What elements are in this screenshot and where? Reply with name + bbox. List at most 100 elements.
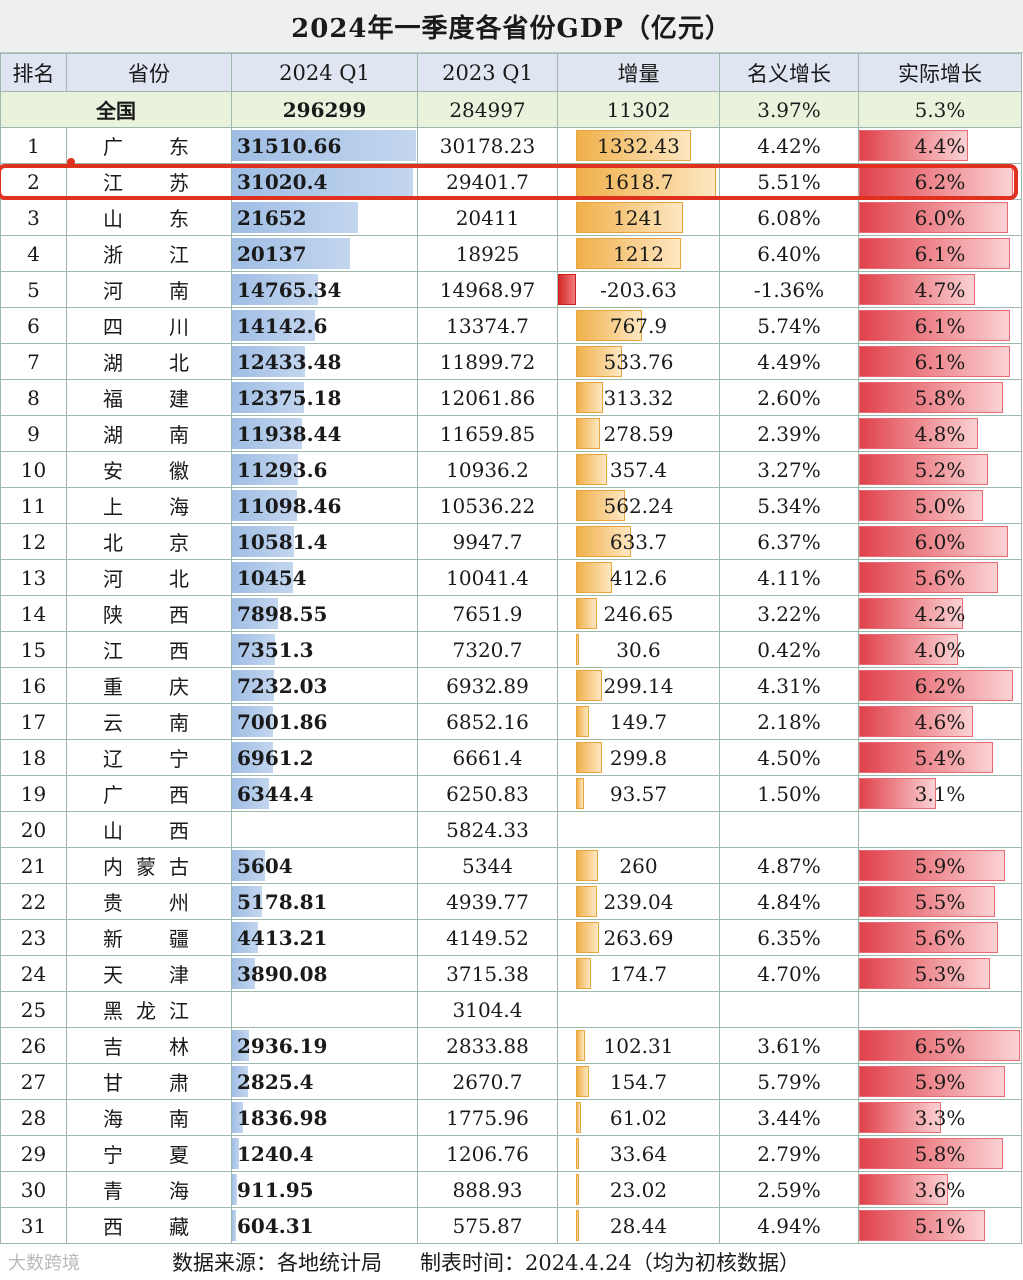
value-2024q1-text: 31020.4 <box>237 169 328 194</box>
province-name: 安徽 <box>103 459 232 483</box>
table-row: 9 湖南 11938.44 11659.85 278.59 2.39% 4.8% <box>0 415 1022 452</box>
value-nominal-growth-text: 4.31% <box>757 673 821 698</box>
rank-cell: 22 <box>0 883 67 920</box>
value-2023q1: 14968.97 <box>417 271 558 308</box>
data-bar-real-growth <box>859 490 983 521</box>
value-2024q1-text: 911.95 <box>237 1177 314 1202</box>
province-cell: 内蒙古 <box>66 847 232 884</box>
value-real-growth-text: 5.0% <box>914 493 966 518</box>
province-cell: 安徽 <box>66 451 232 488</box>
province-cell: 甘肃 <box>66 1063 232 1100</box>
rank-cell: 14 <box>0 595 67 632</box>
value-nominal-growth: 5.51% <box>719 163 859 200</box>
value-delta-text: 562.24 <box>603 493 674 518</box>
value-2023q1: 29401.7 <box>417 163 558 200</box>
value-real-growth-text: 5.9% <box>914 1069 966 1094</box>
value-real-growth: 4.7% <box>858 271 1022 308</box>
value-delta-text: 174.7 <box>609 961 668 986</box>
data-bar-delta <box>576 202 683 233</box>
value-real-growth-text: 3.1% <box>914 781 966 806</box>
value-real-growth-text: 5.6% <box>914 565 966 590</box>
table-row: 5 河南 14765.34 14968.97 -203.63 -1.36% 4.7% <box>0 271 1022 308</box>
table-row: 27 甘肃 2825.4 2670.7 154.7 5.79% 5.9% <box>0 1063 1022 1100</box>
rank-cell: 29 <box>0 1135 67 1172</box>
table-row: 2 江苏 31020.4 29401.7 1618.7 5.51% 6.2% <box>0 163 1022 200</box>
province-cell: 湖南 <box>66 415 232 452</box>
value-real-growth: 3.6% <box>858 1171 1022 1208</box>
rank-cell-text: 21 <box>20 853 47 878</box>
value-real-growth-text: 6.1% <box>914 313 966 338</box>
value-real-growth-text: 6.0% <box>914 529 966 554</box>
data-bar-2024q1 <box>232 886 262 917</box>
data-bar-real-growth <box>859 382 1003 413</box>
rank-cell: 18 <box>0 739 67 776</box>
value-2023q1: 7651.9 <box>417 595 558 632</box>
value-2024q1: 11938.44 <box>231 415 418 452</box>
province-name: 河南 <box>103 279 232 303</box>
province-name: 湖南 <box>103 423 232 447</box>
data-bar-delta <box>576 130 691 161</box>
value-nominal-growth <box>719 811 859 848</box>
value-nominal-growth: 3.22% <box>719 595 859 632</box>
value-nominal-growth-text: 5.34% <box>757 493 821 518</box>
value-delta-text: 1332.43 <box>597 133 680 158</box>
data-bar-2024q1 <box>232 274 318 305</box>
value-real-growth-text: 5.2% <box>914 457 966 482</box>
header-row: 排名 省份 2024 Q1 2023 Q1 增量 名义增长 实际增长 <box>0 53 1022 92</box>
data-bar-real-growth <box>859 310 1010 341</box>
value-2023q1: 13374.7 <box>417 307 558 344</box>
value-real-growth: 4.4% <box>858 127 1022 164</box>
data-bar-delta <box>576 346 622 377</box>
value-nominal-growth: 2.59% <box>719 1171 859 1208</box>
data-bar-2024q1 <box>232 1138 239 1169</box>
value-nominal-growth-text: 3.61% <box>757 1033 821 1058</box>
national-real: 5.3% <box>858 91 1022 128</box>
value-2023q1: 2833.88 <box>417 1027 558 1064</box>
national-label: 全国 <box>0 91 232 128</box>
value-2024q1-text: 7001.86 <box>237 709 328 734</box>
value-delta-text: 30.6 <box>616 637 661 662</box>
value-nominal-growth-text: 2.18% <box>757 709 821 734</box>
value-2024q1: 31510.66 <box>231 127 418 164</box>
province-name: 云南 <box>103 711 232 735</box>
rank-cell: 6 <box>0 307 67 344</box>
rank-cell-text: 19 <box>20 781 47 806</box>
value-2023q1-text: 1775.96 <box>446 1105 529 1130</box>
value-delta: 1332.43 <box>557 127 720 164</box>
data-bar-real-growth <box>859 1030 1020 1061</box>
value-2024q1: 7232.03 <box>231 667 418 704</box>
value-nominal-growth: 2.79% <box>719 1135 859 1172</box>
value-2023q1-text: 18925 <box>455 241 520 266</box>
value-nominal-growth-text: 5.51% <box>757 169 821 194</box>
rank-cell: 2 <box>0 163 67 200</box>
table-row: 17 云南 7001.86 6852.16 149.7 2.18% 4.6% <box>0 703 1022 740</box>
data-bar-2024q1 <box>232 778 269 809</box>
table-row: 29 宁夏 1240.4 1206.76 33.64 2.79% 5.8% <box>0 1135 1022 1172</box>
value-real-growth-text: 5.3% <box>914 961 966 986</box>
value-2023q1: 10041.4 <box>417 559 558 596</box>
value-nominal-growth-text: 1.50% <box>757 781 821 806</box>
province-name: 贵州 <box>103 891 232 915</box>
table-row: 22 贵州 5178.81 4939.77 239.04 4.84% 5.5% <box>0 883 1022 920</box>
province-cell: 四川 <box>66 307 232 344</box>
value-real-growth-text: 4.2% <box>914 601 966 626</box>
table-row: 12 北京 10581.4 9947.7 633.7 6.37% 6.0% <box>0 523 1022 560</box>
rank-cell: 24 <box>0 955 67 992</box>
value-nominal-growth-text: 6.40% <box>757 241 821 266</box>
value-2023q1-text: 4149.52 <box>446 925 529 950</box>
data-bar-2024q1 <box>232 958 255 989</box>
value-nominal-growth: 2.60% <box>719 379 859 416</box>
data-bar-real-growth <box>859 418 978 449</box>
value-2024q1: 10454 <box>231 559 418 596</box>
value-2023q1: 3104.4 <box>417 991 558 1028</box>
value-2023q1-text: 4939.77 <box>446 889 529 914</box>
value-2023q1: 11899.72 <box>417 343 558 380</box>
value-nominal-growth: 3.27% <box>719 451 859 488</box>
value-2024q1-text: 1240.4 <box>237 1141 314 1166</box>
value-real-growth: 5.4% <box>858 739 1022 776</box>
data-bar-2024q1 <box>232 526 294 557</box>
data-bar-delta <box>576 1138 579 1169</box>
value-real-growth-text: 5.8% <box>914 385 966 410</box>
value-2024q1-text: 10581.4 <box>237 529 328 554</box>
rank-cell-text: 28 <box>20 1105 47 1130</box>
